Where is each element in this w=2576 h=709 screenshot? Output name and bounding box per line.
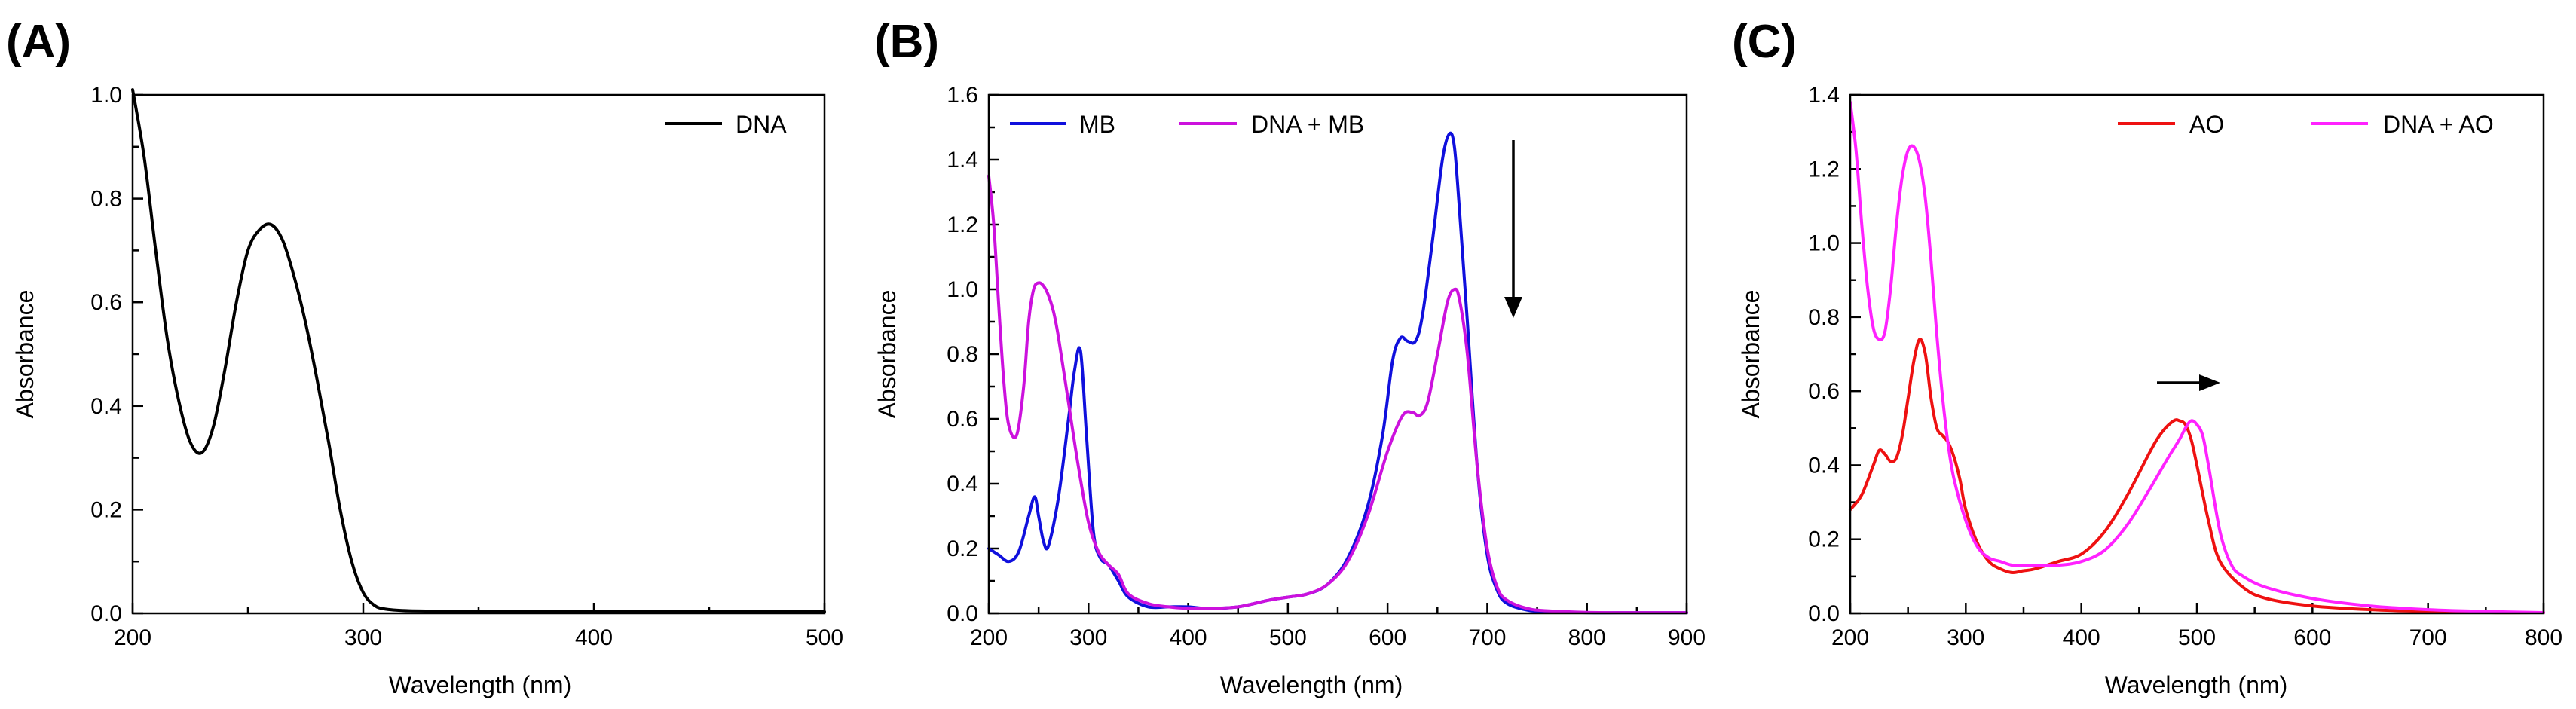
panel-a-label: (A) (6, 16, 71, 68)
panel-c-xtick-label: 200 (1831, 625, 1869, 650)
panel-a-ticks: 200 300 400 500 0.0 0.2 0.4 0.6 0.8 1.0 (90, 83, 843, 650)
panel-c-series (1849, 100, 2545, 615)
legend-label-dna: DNA (736, 111, 787, 138)
series-line-ao (1849, 338, 2545, 615)
panel-b-ytick-label: 1.2 (947, 212, 978, 237)
panel-b-xtick-label: 400 (1170, 625, 1207, 650)
panel-b-ytick-label: 0.4 (947, 472, 978, 497)
panel-c-ytick-label: 1.2 (1808, 157, 1840, 182)
panel-b-xtick-label: 500 (1269, 625, 1307, 650)
panel-c-ytick-label: 0.4 (1808, 453, 1840, 478)
panel-b-ytick-label: 1.0 (947, 277, 978, 302)
legend-label-ao: AO (2189, 111, 2224, 138)
panel-b-label: (B) (874, 16, 939, 68)
panel-c-plot-frame (1849, 93, 2545, 615)
panel-a-xtick-label: 200 (114, 625, 151, 650)
panel-b-ytick-label: 1.4 (947, 148, 978, 173)
panel-c-ylabel: Absorbance (1737, 290, 1764, 419)
panel-b-ytick-label: 0.8 (947, 342, 978, 367)
panel-c-xlabel: Wavelength (nm) (2105, 671, 2287, 698)
panel-a-plot-frame (131, 93, 826, 615)
panel-b-ticks: 200 300 400 500 600 700 800 900 0.0 0.2 0.4 0.6 0.8 1… (947, 83, 1706, 650)
panel-c-ticks: 200 300 400 500 600 700 800 0.0 0.2 0.4 0.6 0.8 1.0 1… (1808, 83, 2562, 650)
panel-b: (B) Absorbance Wavelength (nm) 200 300 400… (873, 16, 1706, 698)
panel-a-ytick-label: 0.6 (90, 290, 122, 315)
panel-b-series (987, 131, 1688, 615)
panel-c-ytick-label: 0.8 (1808, 305, 1840, 330)
panel-c-ytick-label: 1.0 (1808, 231, 1840, 256)
panel-c-legend: AO DNA + AO (2118, 111, 2494, 138)
panel-c: (C) Absorbance Wavelength (nm) 200 300 400… (1732, 16, 2562, 698)
panel-b-xtick-label: 300 (1069, 625, 1107, 650)
panel-c-xtick-label: 800 (2525, 625, 2562, 650)
panel-b-ytick-label: 1.6 (947, 83, 978, 108)
legend-label-mb: MB (1079, 111, 1115, 138)
panel-c-ytick-label: 0.6 (1808, 379, 1840, 404)
series-line-dna-ao (1849, 100, 2545, 614)
panel-a-xtick-label: 500 (806, 625, 843, 650)
panel-b-xlabel: Wavelength (nm) (1220, 671, 1403, 698)
panel-c-ytick-label: 1.4 (1808, 83, 1840, 108)
legend-label-dna-mb: DNA + MB (1251, 111, 1364, 138)
panel-a-ytick-label: 0.0 (90, 601, 122, 626)
panel-b-xtick-label: 200 (970, 625, 1008, 650)
panel-c-xtick-label: 500 (2178, 625, 2216, 650)
panel-b-xtick-label: 800 (1568, 625, 1606, 650)
panel-b-xtick-label: 600 (1369, 625, 1406, 650)
panel-a-xlabel: Wavelength (nm) (389, 671, 571, 698)
panel-c-xtick-label: 700 (2409, 625, 2447, 650)
panel-c-xtick-label: 300 (1947, 625, 1984, 650)
panel-c-xtick-label: 400 (2063, 625, 2100, 650)
panel-a-series (131, 88, 826, 613)
panel-b-ytick-label: 0.0 (947, 601, 978, 626)
panel-b-ylabel: Absorbance (873, 290, 901, 419)
panel-b-down-arrow (1504, 140, 1522, 318)
panel-a-ytick-label: 0.2 (90, 497, 122, 522)
legend-label-dna-ao: DNA + AO (2383, 111, 2494, 138)
panel-a: (A) Absorbance Wavelength (nm) 200 300 400… (6, 16, 843, 698)
panel-a-legend: DNA (665, 111, 787, 138)
panel-c-ytick-label: 0.2 (1808, 527, 1840, 552)
series-line-dna (131, 88, 826, 613)
panel-c-right-arrow (2157, 374, 2220, 391)
panel-a-ytick-label: 0.8 (90, 187, 122, 212)
right-arrow-head (2199, 374, 2220, 391)
panel-c-ytick-label: 0.0 (1808, 601, 1840, 626)
panel-b-ytick-label: 0.6 (947, 407, 978, 432)
panel-c-xtick-label: 600 (2293, 625, 2331, 650)
panel-a-ytick-label: 0.4 (90, 394, 122, 419)
panel-c-label: (C) (1732, 16, 1797, 68)
panel-a-xtick-label: 400 (575, 625, 613, 650)
series-line-dna-mb (987, 174, 1688, 615)
panel-b-ytick-label: 0.2 (947, 536, 978, 561)
panel-b-xtick-label: 700 (1468, 625, 1506, 650)
panel-a-xtick-label: 300 (344, 625, 382, 650)
panel-a-ylabel: Absorbance (11, 290, 38, 419)
panel-a-ytick-label: 1.0 (90, 83, 122, 108)
panel-b-legend: MB DNA + MB (1010, 111, 1364, 138)
panel-b-plot-frame (987, 93, 1688, 615)
panel-b-xtick-label: 900 (1668, 625, 1706, 650)
down-arrow-head (1504, 297, 1522, 318)
